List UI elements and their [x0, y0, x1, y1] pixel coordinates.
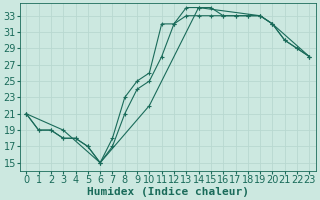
X-axis label: Humidex (Indice chaleur): Humidex (Indice chaleur)	[87, 186, 249, 197]
